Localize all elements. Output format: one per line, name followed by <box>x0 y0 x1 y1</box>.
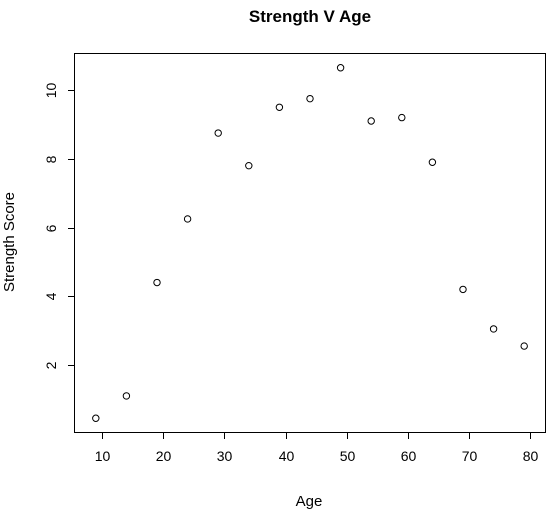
x-tick-label: 50 <box>340 448 356 464</box>
data-point <box>428 158 437 166</box>
data-point <box>367 117 375 125</box>
data-point <box>122 392 131 400</box>
x-axis-label: Age <box>296 493 323 510</box>
y-tick-label: 8 <box>43 155 59 163</box>
y-axis-label: Strength Score <box>1 192 18 292</box>
x-tick-label: 80 <box>523 448 539 464</box>
x-tick-label: 20 <box>156 448 172 464</box>
y-tick-label: 4 <box>43 292 59 300</box>
data-point <box>306 94 314 103</box>
plot-area-border <box>74 53 546 433</box>
x-tick-label: 30 <box>217 448 233 464</box>
data-point <box>153 278 161 287</box>
data-point <box>336 64 345 72</box>
data-point <box>489 325 498 333</box>
chart-title: Strength V Age <box>249 7 371 26</box>
y-tick-label: 2 <box>43 361 59 369</box>
x-tick-label: 10 <box>95 448 111 464</box>
data-point <box>183 215 192 223</box>
x-tick-label: 60 <box>401 448 417 464</box>
y-axis: 2 4 6 8 10 <box>43 83 75 369</box>
data-point <box>398 113 406 122</box>
data-point <box>275 103 284 111</box>
x-tick-label: 40 <box>279 448 295 464</box>
x-axis: 10 20 30 40 50 60 70 80 <box>95 432 539 464</box>
x-tick-label: 70 <box>462 448 478 464</box>
data-point <box>92 414 100 422</box>
data-point <box>520 342 528 350</box>
data-point <box>245 161 253 170</box>
data-point <box>214 129 222 137</box>
y-tick-label: 6 <box>43 224 59 232</box>
data-point <box>459 285 467 294</box>
data-points <box>92 64 528 422</box>
y-tick-label: 10 <box>43 83 59 99</box>
